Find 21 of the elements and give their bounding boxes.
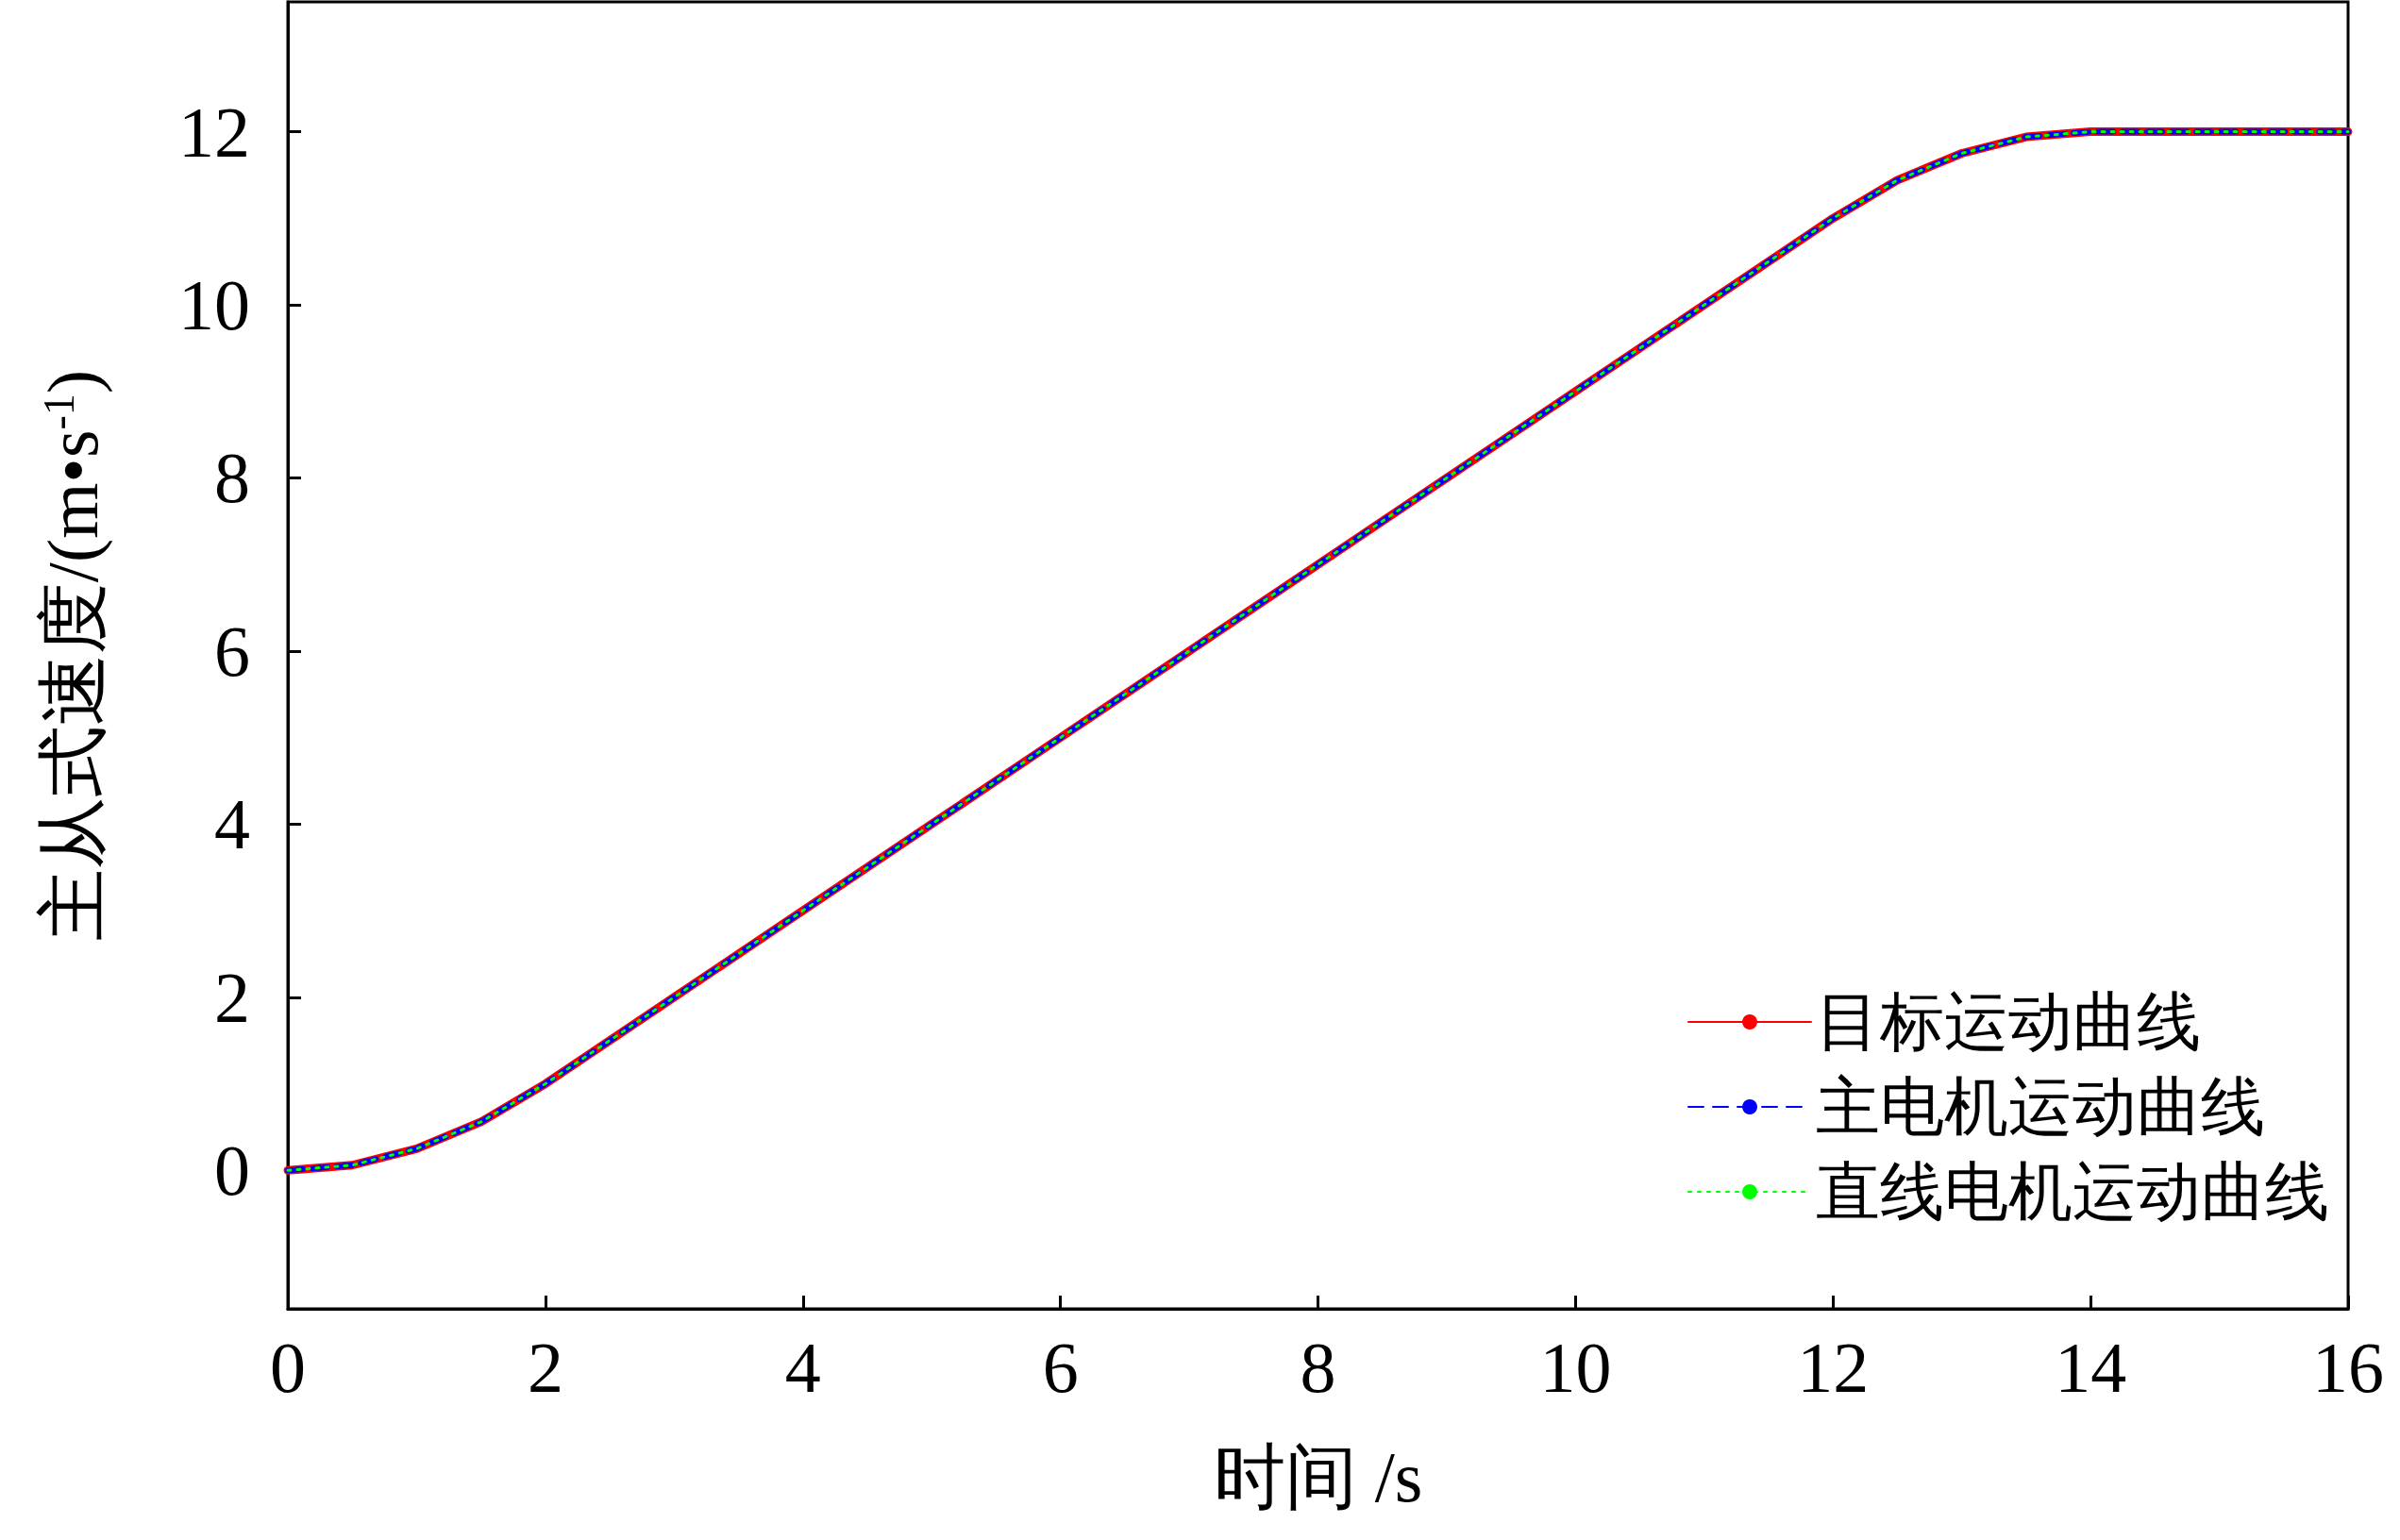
x-tick-label: 12 <box>1797 1328 1870 1407</box>
x-tick-label: 10 <box>1539 1328 1612 1407</box>
legend-label: 目标运动曲线 <box>1816 986 2201 1058</box>
x-axis-title: 时间 /s <box>1213 1437 1423 1516</box>
y-tick-label: 10 <box>178 265 250 345</box>
legend-label: 主电机运动曲线 <box>1816 1071 2265 1143</box>
x-tick-label: 8 <box>1300 1328 1336 1407</box>
x-tick-label: 16 <box>2312 1328 2384 1407</box>
y-tick-label: 4 <box>214 784 250 864</box>
x-tick-label: 0 <box>270 1328 306 1407</box>
y-axis-title: 主从式速度/(m•s-1) <box>33 369 113 942</box>
legend-label: 直线电机运动曲线 <box>1816 1156 2329 1228</box>
x-tick-label: 2 <box>527 1328 563 1407</box>
x-tick-label: 6 <box>1042 1328 1079 1407</box>
y-tick-label: 2 <box>214 957 250 1037</box>
x-tick-label: 4 <box>784 1328 821 1407</box>
x-tick-label: 14 <box>2055 1328 2127 1407</box>
y-tick-label: 6 <box>214 611 250 691</box>
y-tick-label: 12 <box>178 92 250 172</box>
y-tick-label: 0 <box>214 1130 250 1211</box>
y-tick-label: 8 <box>214 438 250 518</box>
